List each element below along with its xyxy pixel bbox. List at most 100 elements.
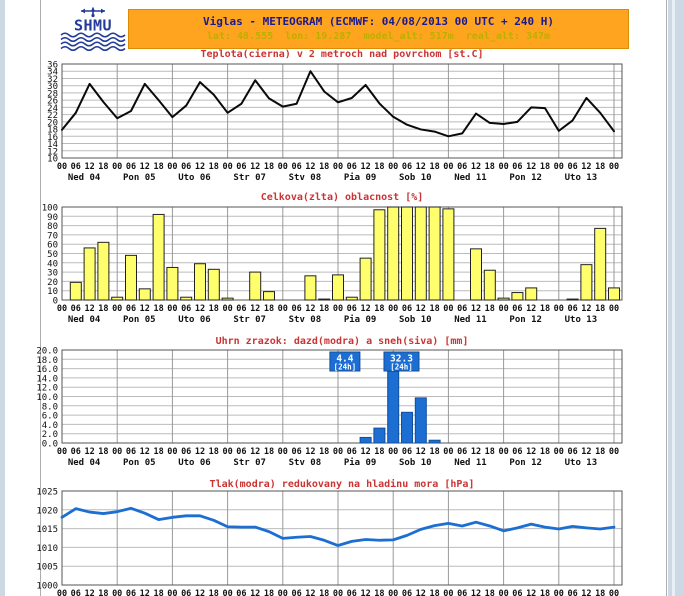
plot-frame (61, 63, 623, 159)
x-hour-label: 06 (181, 447, 191, 457)
day-label: Pon 05 (123, 458, 156, 468)
frame-border-left (40, 0, 41, 596)
cloudiness-bar (387, 206, 400, 301)
x-hour-label: 12 (195, 447, 205, 457)
x-hour-label: 18 (209, 447, 219, 457)
x-hour-label: 18 (540, 162, 550, 172)
x-hour-label: 00 (443, 447, 453, 457)
x-hour-label: 18 (485, 447, 495, 457)
x-hour-label: 12 (526, 304, 536, 314)
x-hour-label: 12 (360, 589, 370, 596)
meteogram-title: Viglas - METEOGRAM (ECMWF: 04/08/2013 00… (203, 15, 554, 28)
precipitation-bar (373, 427, 386, 444)
x-hour-label: 06 (457, 589, 467, 596)
x-hour-label: 06 (236, 447, 246, 457)
x-hour-label: 12 (195, 162, 205, 172)
shmu-logo-image: SHMU (60, 7, 126, 51)
x-hour-label: 00 (498, 162, 508, 172)
y-tick-label: 0 (53, 297, 58, 307)
x-hour-label: 12 (581, 589, 591, 596)
y-tick-label: 34 (47, 68, 58, 78)
day-label: Uto 13 (565, 173, 598, 183)
x-hour-label: 12 (581, 162, 591, 172)
day-label: Pon 12 (509, 458, 542, 468)
x-hour-label: 06 (402, 304, 412, 314)
day-label: Uto 06 (178, 173, 211, 183)
y-tick-label: 14 (47, 140, 58, 150)
y-tick-label: 40 (47, 259, 58, 269)
chart-precipitation: Uhrn zrazok: dazd(modra) a sneh(siva) [m… (36, 335, 623, 468)
x-hour-label: 00 (333, 589, 343, 596)
x-hour-label: 12 (471, 304, 481, 314)
x-hour-label: 12 (84, 447, 94, 457)
x-hour-label: 12 (305, 589, 315, 596)
x-hour-label: 06 (402, 589, 412, 596)
background-strip-right-highlight (672, 0, 675, 596)
plot-frame (61, 490, 623, 586)
x-hour-label: 06 (291, 589, 301, 596)
x-hour-label: 18 (485, 304, 495, 314)
x-hour-label: 12 (526, 447, 536, 457)
precipitation-bar (359, 436, 372, 444)
x-hour-label: 06 (567, 304, 577, 314)
y-tick-label: 26 (47, 97, 58, 107)
day-label: Pon 12 (509, 315, 542, 325)
x-hour-label: 00 (498, 447, 508, 457)
x-hour-label: 06 (291, 162, 301, 172)
x-hour-label: 12 (581, 447, 591, 457)
day-label: Stv 08 (289, 315, 322, 325)
x-hour-label: 18 (540, 589, 550, 596)
x-hour-label: 06 (236, 304, 246, 314)
cloudiness-bar (249, 271, 262, 301)
day-label: Stv 08 (289, 173, 322, 183)
x-hour-label: 18 (153, 304, 163, 314)
day-label: Ned 11 (454, 458, 487, 468)
x-hour-label: 06 (512, 304, 522, 314)
x-hour-label: 18 (595, 447, 605, 457)
x-hour-label: 18 (153, 589, 163, 596)
header: SHMU Viglas - METEOGRAM (ECMWF: 04/08/20… (0, 0, 684, 52)
cloudiness-bar (511, 292, 524, 301)
x-hour-label: 00 (57, 304, 67, 314)
x-hour-label: 00 (112, 304, 122, 314)
x-hour-label: 06 (567, 589, 577, 596)
precipitation-bar (387, 370, 400, 444)
x-hour-label: 00 (278, 589, 288, 596)
x-hour-label: 18 (429, 162, 439, 172)
x-hour-label: 00 (443, 304, 453, 314)
day-label: Uto 13 (565, 458, 598, 468)
cloudiness-bar (318, 298, 331, 301)
day-label: Stv 08 (289, 458, 322, 468)
day-label: Pia 09 (344, 314, 377, 325)
x-hour-label: 00 (333, 447, 343, 457)
x-hour-label: 18 (374, 589, 384, 596)
cloudiness-bar (69, 281, 82, 301)
shmu-logo-text: SHMU (74, 17, 112, 35)
y-tick-label: 12.0 (36, 384, 58, 394)
x-hour-label: 00 (112, 162, 122, 172)
x-hour-label: 12 (360, 162, 370, 172)
x-hour-label: 12 (140, 162, 150, 172)
x-hour-label: 06 (71, 447, 81, 457)
x-hour-label: 00 (278, 447, 288, 457)
x-hour-label: 00 (278, 304, 288, 314)
precipitation-bar (428, 439, 441, 444)
x-hour-label: 00 (222, 162, 232, 172)
x-hour-label: 18 (153, 447, 163, 457)
cloudiness-bar (401, 206, 413, 301)
x-hour-label: 06 (236, 162, 246, 172)
x-hour-label: 00 (57, 589, 67, 596)
x-hour-label: 18 (98, 447, 108, 457)
x-hour-label: 18 (374, 162, 384, 172)
x-hour-label: 12 (416, 162, 426, 172)
y-tick-label: 1005 (36, 563, 58, 573)
x-hour-label: 00 (57, 162, 67, 172)
x-hour-label: 12 (305, 162, 315, 172)
x-hour-label: 06 (512, 447, 522, 457)
x-hour-label: 12 (250, 589, 260, 596)
x-hour-label: 06 (457, 162, 467, 172)
cloudiness-bar (373, 209, 386, 301)
x-hour-label: 06 (291, 447, 301, 457)
x-hour-label: 00 (554, 447, 564, 457)
x-hour-label: 06 (512, 589, 522, 596)
